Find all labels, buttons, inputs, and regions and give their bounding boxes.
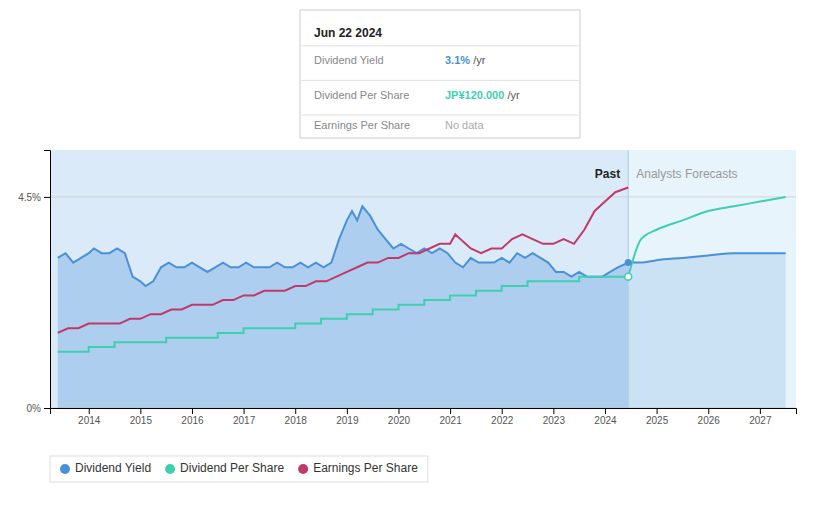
plot-area — [50, 150, 796, 408]
tooltip-separator — [300, 114, 580, 115]
legend-label: Dividend Per Share — [180, 461, 284, 475]
legend-swatch — [60, 464, 70, 474]
legend-label: Earnings Per Share — [313, 461, 418, 475]
x-tick: 2020 — [388, 408, 411, 426]
y-tick-mark — [44, 197, 50, 198]
x-tick-label: 2014 — [78, 415, 101, 426]
forecast-line — [628, 197, 785, 277]
x-tick: 2019 — [336, 408, 359, 426]
y-tick-label: 4.5% — [18, 192, 41, 203]
x-tick-label: 2022 — [491, 415, 514, 426]
x-tick: 2014 — [78, 408, 101, 426]
x-tick-label: 2026 — [698, 415, 721, 426]
x-axis: 2014 2015 2016 2017 2018 2019 2020 2021 2022 2023… — [51, 408, 797, 426]
forecast-area — [628, 253, 785, 408]
x-tick: 2017 — [233, 408, 256, 426]
legend-label: Dividend Yield — [75, 461, 151, 475]
chart: 2014 2015 2016 2017 2018 2019 2020 2021 2022 2023… — [0, 0, 821, 508]
x-tick-mark — [760, 408, 761, 414]
x-tick-mark — [605, 408, 606, 414]
region-background — [50, 150, 628, 408]
area — [58, 206, 628, 408]
x-tick-label: 2025 — [646, 415, 669, 426]
tooltip-row-unit: /yr — [470, 54, 486, 66]
tooltip: Jun 22 2024 Dividend Yield 3.1% /yr Dividen… — [300, 10, 580, 138]
line — [58, 188, 628, 333]
tooltip-row-label: Dividend Per Share — [314, 89, 409, 101]
x-tick-mark — [398, 408, 399, 414]
x-tick-mark — [244, 408, 245, 414]
x-tick-mark — [192, 408, 193, 414]
tooltip-title: Jun 22 2024 — [314, 26, 382, 40]
plot: 2014 2015 2016 2017 2018 2019 2020 2021 2022 2023… — [18, 150, 796, 426]
end-dot — [625, 273, 632, 280]
y-tick-mark — [44, 408, 50, 409]
x-tick-label: 2027 — [749, 415, 772, 426]
x-tick-mark — [347, 408, 348, 414]
tooltip-row-value: JP¥120.000 — [445, 89, 504, 101]
x-tick-label: 2015 — [130, 415, 153, 426]
legend-item: Earnings Per Share — [298, 461, 418, 475]
x-tick-mark — [553, 408, 554, 414]
tooltip-row-value: 3.1% — [445, 54, 470, 66]
x-tick-mark — [295, 408, 296, 414]
y-axis-line — [44, 151, 51, 409]
x-tick-label: 2016 — [181, 415, 204, 426]
x-tick-mark — [502, 408, 503, 414]
y-tick: 0% — [27, 403, 50, 414]
tooltip-row-value: No data — [445, 119, 484, 131]
tooltip-row-label: Dividend Yield — [314, 54, 384, 66]
x-tick-mark — [450, 408, 451, 414]
x-tick-label: 2018 — [285, 415, 308, 426]
legend-swatch — [298, 464, 308, 474]
region-label: Analysts Forecasts — [636, 167, 737, 181]
x-tick: 2022 — [491, 408, 514, 426]
grid-line — [50, 196, 796, 197]
y-axis: 0% 4.5% — [18, 151, 50, 414]
tooltip-box — [300, 10, 580, 138]
x-tick: 2015 — [130, 408, 153, 426]
x-tick: 2027 — [749, 408, 772, 426]
x-tick-label: 2023 — [543, 415, 566, 426]
x-tick: 2021 — [439, 408, 462, 426]
x-tick: 2026 — [698, 408, 721, 426]
x-tick-label: 2017 — [233, 415, 256, 426]
legend-item: Dividend Yield — [60, 461, 151, 475]
legend-box — [50, 456, 428, 482]
x-tick: 2023 — [543, 408, 566, 426]
region-label: Past — [595, 167, 620, 181]
end-dot — [625, 259, 632, 266]
tooltip-separator — [300, 80, 580, 81]
x-tick-mark — [708, 408, 709, 414]
tooltip-row-label: Earnings Per Share — [314, 119, 410, 131]
x-tick: 2024 — [594, 408, 617, 426]
x-tick: 2018 — [285, 408, 308, 426]
x-tick-label: 2024 — [594, 415, 617, 426]
y-tick-label: 0% — [27, 403, 42, 414]
x-tick-label: 2019 — [336, 415, 359, 426]
line — [58, 277, 628, 352]
legend-item: Dividend Per Share — [165, 461, 284, 475]
x-tick-mark — [657, 408, 658, 414]
y-tick: 4.5% — [18, 192, 50, 203]
legend: Dividend Yield Dividend Per Share Earnings… — [50, 456, 428, 482]
region-background — [628, 150, 796, 408]
x-axis-line — [51, 409, 797, 415]
tooltip-row-unit: /yr — [504, 89, 520, 101]
x-tick: 2025 — [646, 408, 669, 426]
x-tick-label: 2020 — [388, 415, 411, 426]
forecast-line — [628, 253, 785, 262]
x-tick-mark — [89, 408, 90, 414]
x-tick: 2016 — [181, 408, 204, 426]
tooltip-separator — [300, 45, 580, 46]
legend-swatch — [165, 464, 175, 474]
x-tick-label: 2021 — [439, 415, 462, 426]
x-tick-mark — [140, 408, 141, 414]
